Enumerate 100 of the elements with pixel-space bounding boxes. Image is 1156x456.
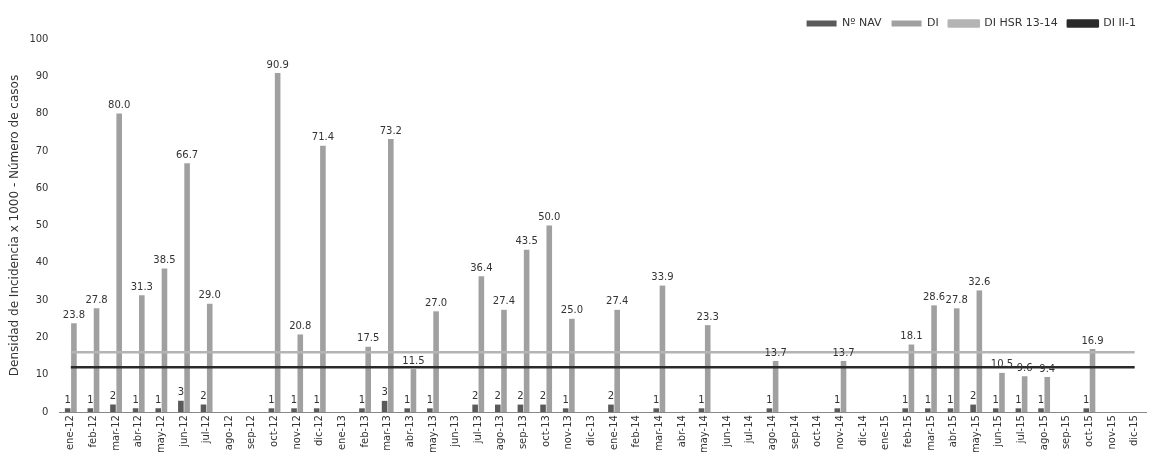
x-tick-label: jul-14 bbox=[743, 415, 755, 445]
x-tick-label: dic-12 bbox=[313, 415, 325, 447]
x-tick-label: may-14 bbox=[698, 415, 710, 454]
bar bbox=[1083, 408, 1090, 413]
bar bbox=[155, 408, 162, 413]
data-label: 1 bbox=[1037, 393, 1045, 405]
x-tick-label: sep-12 bbox=[245, 415, 257, 450]
x-tick-label: sep-14 bbox=[788, 415, 800, 450]
data-label: 1 bbox=[404, 393, 411, 405]
x-tick-label: sep-15 bbox=[1060, 415, 1072, 450]
bar bbox=[1021, 376, 1028, 413]
bar bbox=[116, 113, 122, 413]
legend-label: DI II-1 bbox=[1103, 16, 1136, 30]
bar bbox=[698, 408, 705, 413]
y-tick-label: 20 bbox=[35, 331, 49, 343]
x-tick-label: ago-12 bbox=[222, 415, 234, 451]
x-tick-label: oct-12 bbox=[268, 415, 280, 447]
x-tick-label: may-15 bbox=[969, 415, 981, 454]
data-label: 1 bbox=[1083, 393, 1090, 405]
data-label: 66.7 bbox=[175, 148, 199, 160]
data-label: 43.5 bbox=[515, 235, 538, 247]
x-tick-label: abr-14 bbox=[675, 415, 687, 448]
data-label: 13.7 bbox=[832, 346, 855, 358]
bar bbox=[953, 308, 960, 413]
bar bbox=[139, 295, 145, 413]
bar bbox=[970, 404, 976, 413]
data-label: 73.2 bbox=[379, 124, 402, 136]
x-tick-label: sep-13 bbox=[517, 415, 529, 450]
data-label: 1 bbox=[947, 393, 954, 405]
y-tick-label: 100 bbox=[29, 32, 49, 44]
data-label: 33.9 bbox=[651, 271, 674, 283]
bar bbox=[320, 145, 326, 413]
bar bbox=[365, 346, 371, 413]
x-tick-label: mar-13 bbox=[381, 415, 393, 451]
bar bbox=[1044, 376, 1051, 413]
data-label: 2 bbox=[200, 390, 207, 402]
data-label: 1 bbox=[132, 393, 139, 405]
bar bbox=[64, 408, 71, 413]
x-tick-label: dic-15 bbox=[1128, 415, 1140, 447]
bar bbox=[902, 408, 909, 413]
bar bbox=[427, 408, 433, 413]
data-label: 1 bbox=[992, 393, 999, 405]
bar bbox=[297, 334, 304, 413]
x-tick-label: feb-13 bbox=[358, 415, 370, 448]
bar bbox=[501, 309, 507, 413]
x-tick-label: mar-12 bbox=[109, 415, 121, 451]
bar bbox=[931, 305, 937, 413]
y-tick-label: 90 bbox=[35, 69, 49, 81]
y-tick-label: 0 bbox=[42, 405, 49, 417]
bar bbox=[614, 309, 620, 413]
x-tick-label: oct-14 bbox=[811, 415, 823, 447]
x-tick-label: jun-14 bbox=[720, 415, 732, 448]
bar bbox=[569, 318, 575, 413]
data-label: 9.4 bbox=[1039, 362, 1056, 374]
data-label: 2 bbox=[517, 390, 524, 402]
bar bbox=[71, 323, 77, 413]
bar bbox=[925, 408, 931, 413]
data-label: 1 bbox=[562, 393, 569, 405]
data-label: 1 bbox=[268, 393, 275, 405]
y-tick-label: 30 bbox=[35, 293, 49, 305]
x-tick-label: ago-15 bbox=[1037, 415, 1049, 451]
y-tick-label: 60 bbox=[35, 181, 49, 193]
data-label: 13.7 bbox=[764, 346, 787, 358]
data-label: 1 bbox=[653, 393, 660, 405]
x-tick-label: jul-12 bbox=[200, 415, 212, 445]
x-tick-label: jul-15 bbox=[1015, 415, 1027, 445]
bar bbox=[1015, 408, 1022, 413]
data-label: 38.5 bbox=[153, 254, 176, 266]
data-label: 1 bbox=[834, 393, 841, 405]
data-label: 32.6 bbox=[968, 276, 991, 288]
y-tick-label: 80 bbox=[35, 107, 49, 119]
data-label: 27.0 bbox=[424, 296, 448, 308]
data-label: 23.8 bbox=[62, 308, 86, 320]
x-tick-label: feb-12 bbox=[87, 415, 99, 448]
bar bbox=[410, 369, 417, 413]
x-tick-label: may-13 bbox=[426, 415, 438, 454]
data-label: 1 bbox=[358, 393, 366, 405]
x-tick-label: nov-14 bbox=[834, 415, 846, 450]
x-tick-label: ene-13 bbox=[336, 415, 348, 451]
x-tick-label: abr-13 bbox=[403, 415, 415, 448]
data-label: 1 bbox=[766, 393, 773, 405]
x-tick-label: nov-12 bbox=[290, 415, 302, 450]
data-label: 2 bbox=[494, 390, 501, 402]
data-label: 28.6 bbox=[922, 290, 946, 302]
x-tick-label: ene-14 bbox=[607, 415, 619, 451]
x-tick-label: mar-14 bbox=[652, 415, 664, 451]
x-tick-label: jul-13 bbox=[471, 415, 483, 445]
bar bbox=[704, 325, 711, 413]
x-tick-label: dic-13 bbox=[585, 415, 597, 447]
data-label: 16.9 bbox=[1081, 334, 1104, 346]
x-tick-label: jun-13 bbox=[449, 415, 461, 448]
x-tick-label: jun-15 bbox=[992, 415, 1004, 448]
data-label: 2 bbox=[607, 390, 615, 402]
data-label: 2 bbox=[109, 390, 117, 402]
bar bbox=[947, 408, 954, 413]
bar bbox=[766, 408, 773, 413]
x-tick-label: ene-12 bbox=[64, 415, 76, 451]
x-tick-label: feb-15 bbox=[901, 415, 913, 448]
data-label: 36.4 bbox=[470, 261, 493, 273]
x-tick-label: nov-15 bbox=[1105, 415, 1117, 450]
